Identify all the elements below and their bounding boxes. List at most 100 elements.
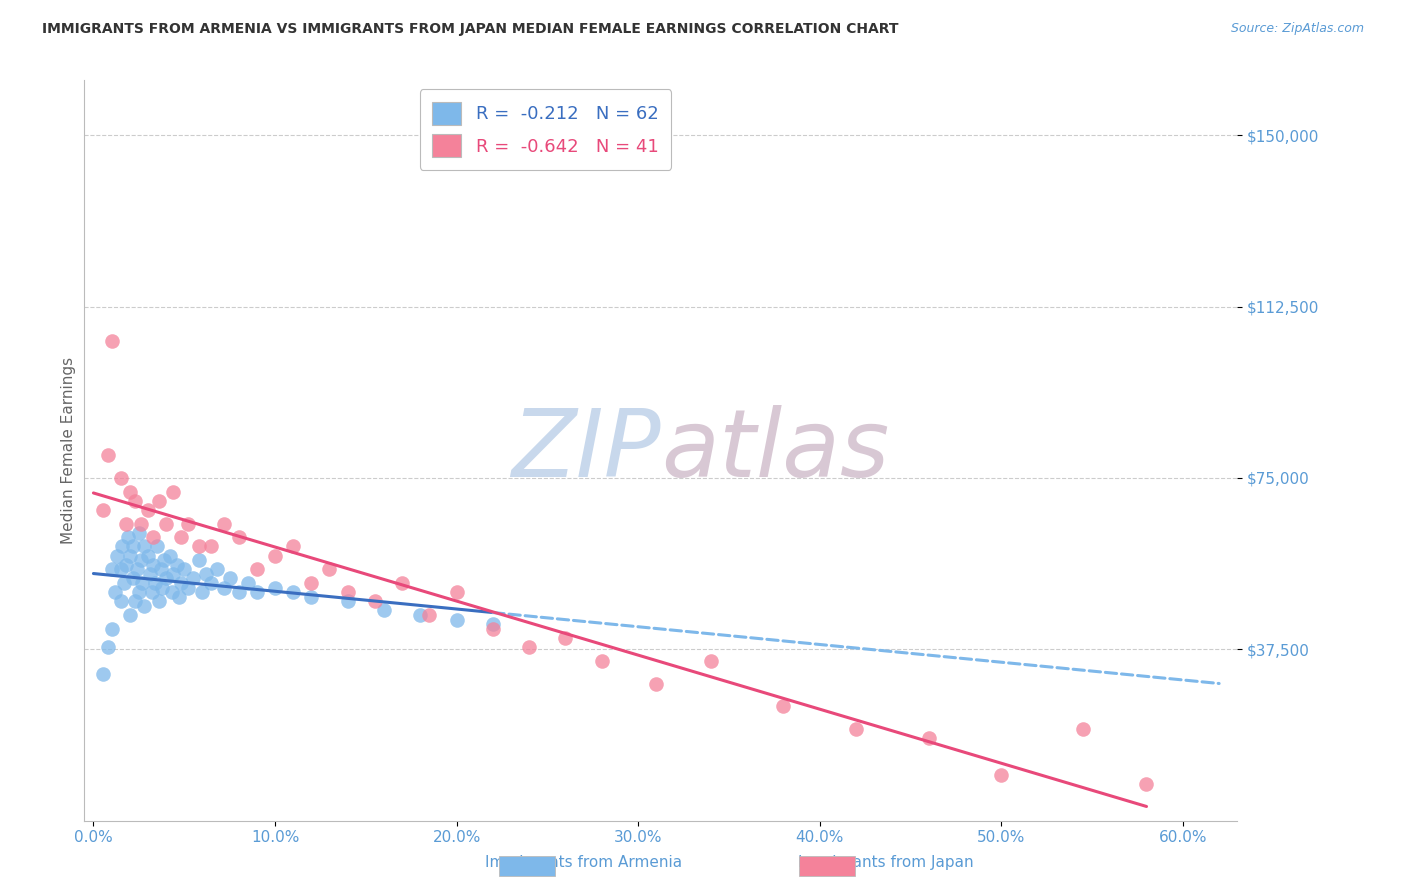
Point — [118, 484, 141, 499]
Point — [1071, 723, 1094, 737]
Point — [97, 448, 120, 462]
Point — [115, 558, 138, 572]
Point — [162, 484, 184, 499]
Point — [391, 576, 413, 591]
Point — [128, 585, 150, 599]
Y-axis label: Median Female Earnings: Median Female Earnings — [60, 357, 76, 544]
Point — [373, 603, 395, 617]
Point — [149, 562, 172, 576]
Point — [159, 549, 181, 563]
Point — [236, 576, 259, 591]
Point — [418, 607, 440, 622]
Point — [228, 530, 250, 544]
Point — [246, 585, 269, 599]
Point — [845, 723, 868, 737]
Point — [772, 699, 794, 714]
Point — [228, 585, 250, 599]
Point — [125, 562, 148, 576]
Point — [91, 667, 114, 681]
Point — [195, 566, 218, 581]
Point — [166, 558, 188, 572]
Point — [124, 594, 146, 608]
Point — [446, 585, 468, 599]
Text: IMMIGRANTS FROM ARMENIA VS IMMIGRANTS FROM JAPAN MEDIAN FEMALE EARNINGS CORRELAT: IMMIGRANTS FROM ARMENIA VS IMMIGRANTS FR… — [42, 22, 898, 37]
Point — [318, 562, 340, 576]
Point — [364, 594, 387, 608]
Point — [336, 594, 359, 608]
Point — [177, 581, 200, 595]
Point — [517, 640, 540, 654]
Point — [336, 585, 359, 599]
Point — [105, 549, 128, 563]
Point — [191, 585, 214, 599]
Text: ZIP: ZIP — [512, 405, 661, 496]
Point — [110, 562, 132, 576]
Point — [141, 585, 163, 599]
Point — [200, 540, 222, 554]
Point — [112, 576, 135, 591]
Point — [100, 562, 122, 576]
Point — [482, 622, 505, 636]
Point — [148, 493, 170, 508]
Legend: R =  -0.212   N = 62, R =  -0.642   N = 41: R = -0.212 N = 62, R = -0.642 N = 41 — [420, 89, 671, 170]
Point — [118, 607, 141, 622]
Point — [129, 516, 152, 531]
Text: atlas: atlas — [661, 405, 889, 496]
Point — [134, 599, 156, 613]
Point — [115, 516, 138, 531]
Point — [990, 768, 1012, 782]
Point — [153, 553, 176, 567]
Point — [110, 471, 132, 485]
Point — [97, 640, 120, 654]
Text: Source: ZipAtlas.com: Source: ZipAtlas.com — [1230, 22, 1364, 36]
Point — [118, 549, 141, 563]
Point — [134, 540, 156, 554]
Point — [446, 613, 468, 627]
Point — [104, 585, 127, 599]
Point — [283, 585, 305, 599]
Point — [131, 576, 153, 591]
Point — [142, 558, 165, 572]
Point — [200, 576, 222, 591]
Point — [143, 576, 166, 591]
Point — [155, 516, 177, 531]
Point — [187, 540, 209, 554]
Point — [700, 654, 723, 668]
Point — [246, 562, 269, 576]
Point — [122, 540, 145, 554]
Point — [162, 566, 184, 581]
Point — [91, 503, 114, 517]
Point — [917, 731, 939, 746]
Point — [160, 585, 183, 599]
Point — [124, 493, 146, 508]
Point — [187, 553, 209, 567]
Point — [128, 525, 150, 540]
Point — [264, 581, 287, 595]
Point — [110, 594, 132, 608]
Point — [169, 530, 191, 544]
Point — [299, 590, 322, 604]
Point — [167, 590, 190, 604]
Point — [129, 553, 152, 567]
Point — [122, 571, 145, 585]
Point — [264, 549, 287, 563]
Point — [146, 540, 169, 554]
Point — [117, 530, 139, 544]
Point — [173, 562, 195, 576]
Point — [645, 676, 668, 690]
Point — [283, 540, 305, 554]
Point — [148, 594, 170, 608]
Text: Immigrants from Armenia: Immigrants from Armenia — [485, 855, 682, 870]
Point — [155, 571, 177, 585]
Point — [482, 617, 505, 632]
Point — [100, 334, 122, 348]
Point — [554, 631, 576, 645]
Point — [181, 571, 204, 585]
Point — [111, 540, 134, 554]
Point — [136, 503, 159, 517]
Point — [1135, 777, 1157, 791]
Point — [177, 516, 200, 531]
Point — [100, 622, 122, 636]
Point — [218, 571, 240, 585]
Point — [142, 530, 165, 544]
